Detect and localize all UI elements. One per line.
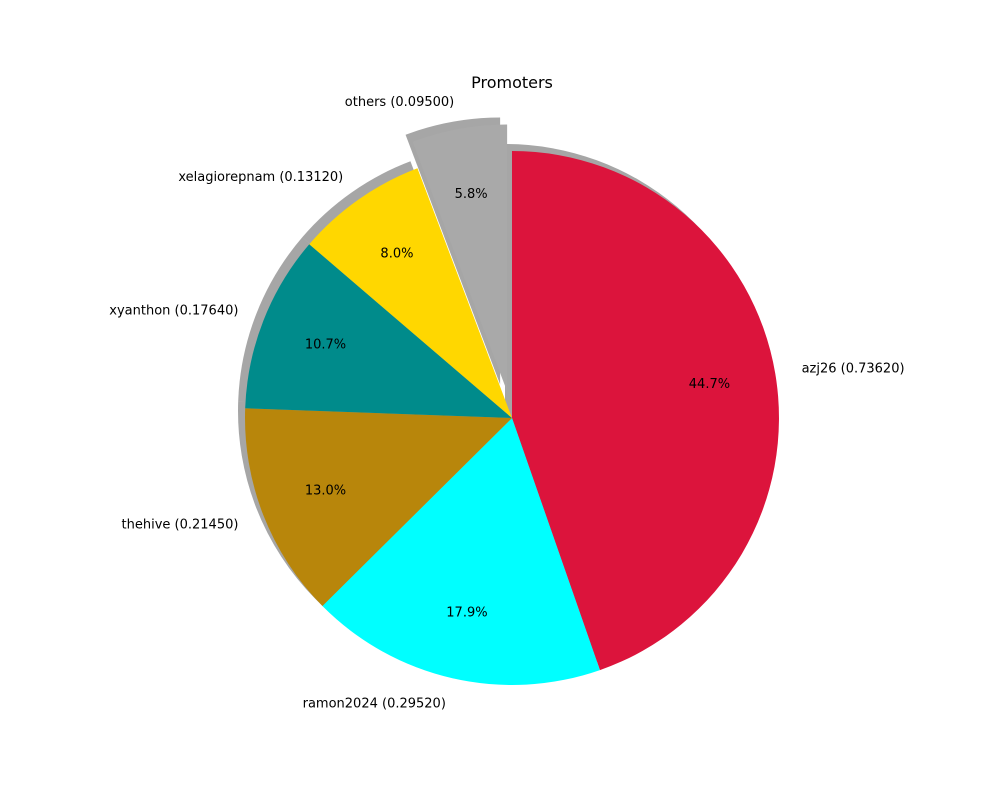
percent-label-others: 5.8% [455,187,488,202]
label-layer: azj26 (0.73620) 44.7% ramon2024 (0.29520) 1… [109,95,904,712]
percent-label-azj26: 44.7% [689,377,730,392]
slice-label-others: others (0.09500) [345,95,454,110]
percent-label-thehive: 13.0% [305,483,346,498]
slice-layer [245,124,779,685]
chart-title: Promoters [471,73,553,92]
slice-label-xyanthon: xyanthon (0.17640) [109,304,238,319]
pie-slice-others [412,124,508,392]
pie-slice-xyanthon [245,244,512,418]
pie-slice-thehive [245,408,512,607]
slice-label-ramon2024: ramon2024 (0.29520) [303,697,446,712]
pie-slice-azj26 [512,151,779,671]
slice-label-thehive: thehive (0.21450) [122,517,239,532]
percent-label-xyanthon: 10.7% [305,338,346,353]
percent-label-xelagiorepnam: 8.0% [380,247,413,262]
pie-slice-xelagiorepnam [309,168,512,418]
pie-slice-ramon2024 [322,418,600,685]
slice-label-azj26: azj26 (0.73620) [802,361,905,376]
percent-label-ramon2024: 17.9% [446,606,487,621]
slice-label-xelagiorepnam: xelagiorepnam (0.13120) [178,170,343,185]
